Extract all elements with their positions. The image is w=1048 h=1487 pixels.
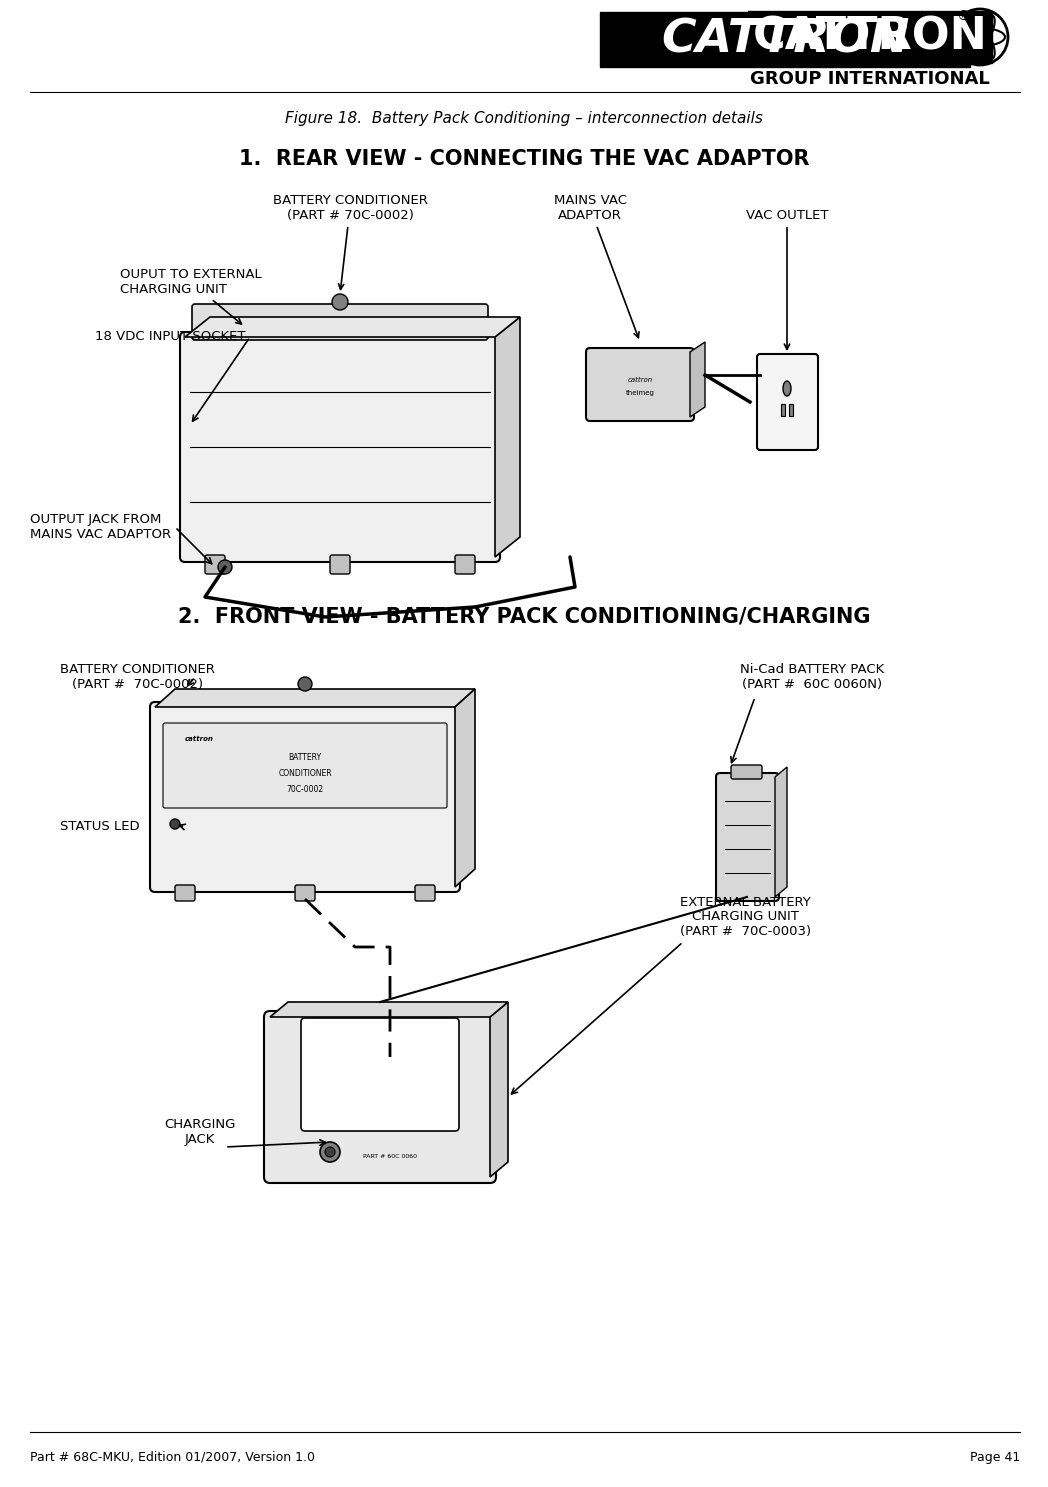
FancyBboxPatch shape (205, 555, 225, 574)
Text: Page 41: Page 41 (969, 1450, 1020, 1463)
Text: ®: ® (956, 10, 970, 24)
Text: 2.  FRONT VIEW - BATTERY PACK CONDITIONING/CHARGING: 2. FRONT VIEW - BATTERY PACK CONDITIONIN… (178, 607, 870, 628)
Circle shape (976, 33, 984, 42)
FancyBboxPatch shape (757, 354, 818, 451)
FancyBboxPatch shape (716, 773, 779, 901)
Text: EXTERNAL BATTERY
CHARGING UNIT
(PART #  70C-0003): EXTERNAL BATTERY CHARGING UNIT (PART # 7… (680, 895, 811, 938)
Polygon shape (185, 317, 520, 338)
Polygon shape (690, 342, 705, 416)
Text: 1.  REAR VIEW - CONNECTING THE VAC ADAPTOR: 1. REAR VIEW - CONNECTING THE VAC ADAPTO… (239, 149, 809, 170)
Polygon shape (495, 317, 520, 558)
Text: Ni-Cad BATTERY PACK
(PART #  60C 0060N): Ni-Cad BATTERY PACK (PART # 60C 0060N) (740, 663, 885, 691)
FancyBboxPatch shape (163, 723, 447, 807)
Text: CATTRON: CATTRON (752, 15, 987, 58)
FancyBboxPatch shape (294, 885, 315, 901)
Bar (781, 403, 785, 415)
Circle shape (170, 819, 180, 828)
Circle shape (332, 294, 348, 309)
FancyBboxPatch shape (586, 348, 694, 421)
FancyBboxPatch shape (301, 1019, 459, 1132)
Text: VAC OUTLET: VAC OUTLET (746, 210, 828, 349)
Polygon shape (490, 1002, 508, 1178)
Circle shape (298, 677, 312, 691)
Circle shape (320, 1142, 340, 1161)
Text: OUPUT TO EXTERNAL
CHARGING UNIT: OUPUT TO EXTERNAL CHARGING UNIT (121, 268, 262, 324)
Text: theimeg: theimeg (626, 390, 654, 396)
Text: MAINS VAC
ADAPTOR: MAINS VAC ADAPTOR (553, 193, 639, 338)
Text: CHARGING
JACK: CHARGING JACK (165, 1118, 236, 1146)
FancyBboxPatch shape (150, 702, 460, 892)
Text: BATTERY CONDITIONER
(PART # 70C-0002): BATTERY CONDITIONER (PART # 70C-0002) (272, 193, 428, 290)
Text: 18 VDC INPUT SOCKET: 18 VDC INPUT SOCKET (95, 330, 245, 343)
Ellipse shape (783, 381, 791, 396)
FancyBboxPatch shape (415, 885, 435, 901)
Text: BATTERY: BATTERY (288, 752, 322, 761)
Polygon shape (776, 767, 787, 897)
FancyBboxPatch shape (455, 555, 475, 574)
Text: CONDITIONER: CONDITIONER (278, 769, 332, 778)
FancyBboxPatch shape (330, 555, 350, 574)
Bar (789, 403, 793, 415)
Text: STATUS LED: STATUS LED (60, 821, 139, 834)
FancyBboxPatch shape (175, 885, 195, 901)
Text: BATTERY CONDITIONER
(PART #  70C-0002): BATTERY CONDITIONER (PART # 70C-0002) (60, 663, 215, 691)
Text: cattron: cattron (628, 378, 653, 384)
Polygon shape (270, 1002, 508, 1017)
FancyBboxPatch shape (192, 303, 488, 341)
Text: PART # 60C 0060: PART # 60C 0060 (363, 1154, 417, 1160)
Text: CATTRON: CATTRON (661, 18, 910, 62)
FancyBboxPatch shape (601, 12, 970, 67)
Circle shape (325, 1146, 335, 1157)
Text: CATTRON: CATTRON (752, 15, 987, 58)
Polygon shape (155, 688, 475, 706)
Text: 70C-0002: 70C-0002 (286, 785, 324, 794)
Circle shape (218, 561, 232, 574)
Polygon shape (455, 688, 475, 888)
Text: OUTPUT JACK FROM
MAINS VAC ADAPTOR: OUTPUT JACK FROM MAINS VAC ADAPTOR (30, 513, 171, 541)
FancyBboxPatch shape (264, 1011, 496, 1184)
Text: Figure 18.  Battery Pack Conditioning – interconnection details: Figure 18. Battery Pack Conditioning – i… (285, 112, 763, 126)
FancyBboxPatch shape (732, 764, 762, 779)
Text: GROUP INTERNATIONAL: GROUP INTERNATIONAL (750, 70, 990, 88)
Text: cattron: cattron (185, 736, 214, 742)
Text: Part # 68C-MKU, Edition 01/2007, Version 1.0: Part # 68C-MKU, Edition 01/2007, Version… (30, 1450, 315, 1463)
FancyBboxPatch shape (180, 332, 500, 562)
